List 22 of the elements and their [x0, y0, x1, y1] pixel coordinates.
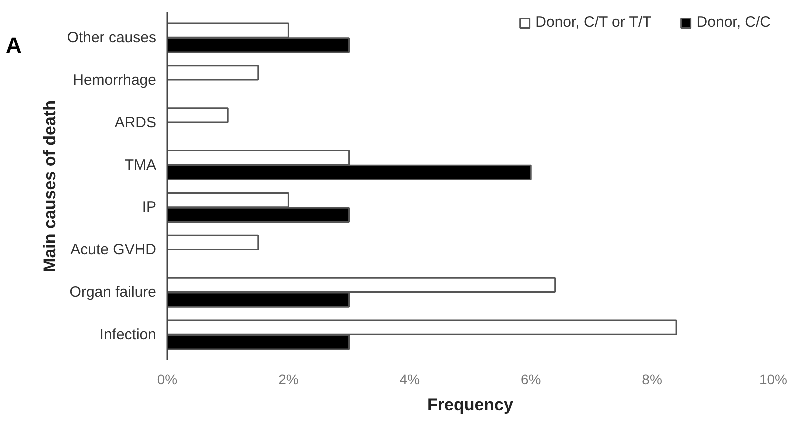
x-tick-label: 6% — [520, 372, 542, 388]
bar — [168, 234, 260, 251]
y-tick-label: IP — [142, 199, 157, 216]
x-axis-title: Frequency — [428, 396, 514, 414]
x-tick-label: 4% — [400, 372, 420, 388]
x-tick-label: 10% — [759, 372, 788, 388]
legend-label: Donor, C/T or T/T — [536, 14, 652, 31]
x-tick-label: 0% — [157, 372, 178, 388]
x-tick-label: 2% — [278, 372, 299, 388]
legend-label: Donor, C/C — [696, 14, 771, 31]
y-tick-label: Organ failure — [70, 284, 157, 302]
y-tick-label: ARDS — [114, 114, 157, 132]
y-tick-label: Hemorrhage — [73, 72, 157, 89]
bar — [168, 108, 229, 124]
y-tick-label: Acute GVHD — [70, 242, 157, 259]
y-tick-label: Other causes — [67, 29, 157, 46]
text: A — [6, 32, 22, 60]
y-axis-title: Main causes of death — [40, 100, 60, 272]
x-tick-label: 8% — [642, 372, 662, 388]
bar — [168, 65, 260, 81]
y-tick-label: Infection — [100, 326, 157, 344]
y-tick-label: TMA — [124, 156, 157, 174]
